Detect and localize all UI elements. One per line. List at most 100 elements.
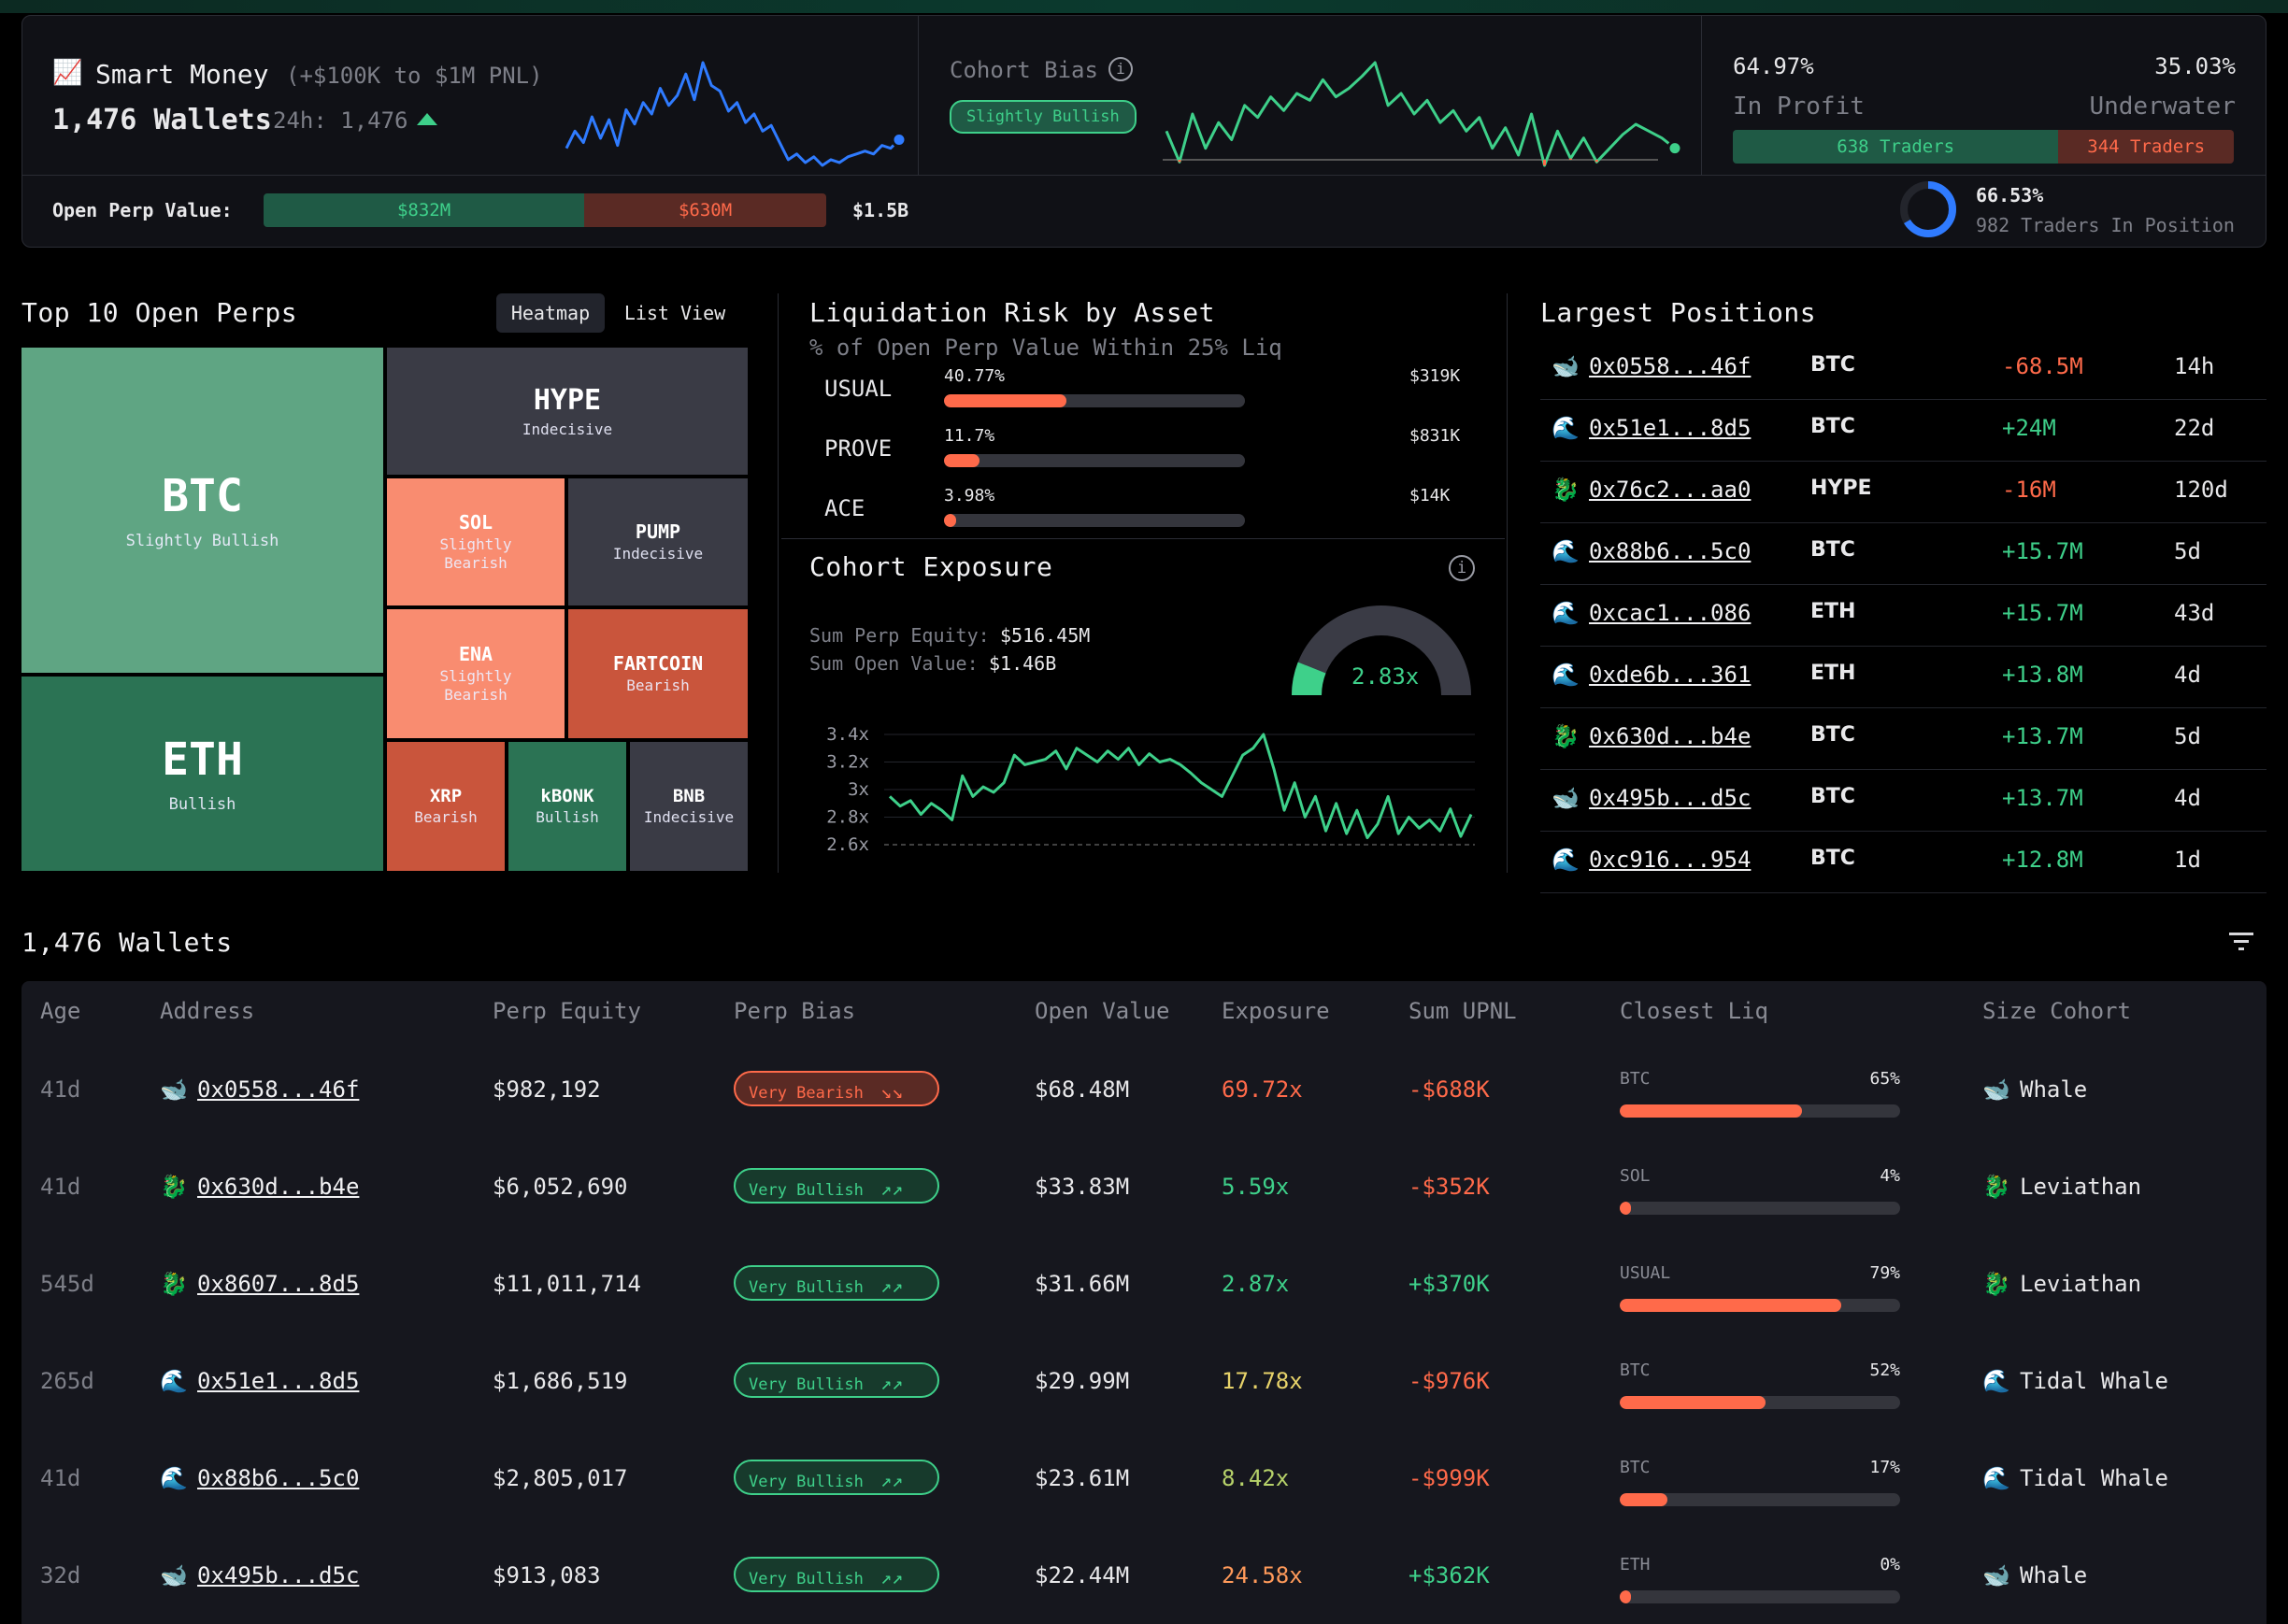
filter-icon[interactable]	[2229, 933, 2253, 951]
cell-address[interactable]: 0x51e1...8d5	[197, 1368, 360, 1394]
position-row[interactable]: 🌊 0xcac1...086 ETH +15.7M 43d	[1540, 585, 2267, 647]
info-icon[interactable]: i	[1449, 555, 1475, 581]
exposure-line	[888, 733, 1473, 840]
position-address[interactable]: 0x630d...b4e	[1589, 723, 1752, 749]
tile-kbonk[interactable]: kBONK Bullish	[508, 742, 626, 871]
tile-xrp[interactable]: XRP Bearish	[387, 742, 505, 871]
column-header[interactable]: Age	[40, 998, 81, 1024]
cell-address[interactable]: 0x8607...8d5	[197, 1271, 360, 1297]
wave-icon: 🌊	[1982, 1465, 2010, 1491]
tile-hype[interactable]: HYPE Indecisive	[387, 348, 748, 475]
column-header[interactable]: Perp Equity	[493, 998, 641, 1024]
in-position-label: 982 Traders In Position	[1976, 214, 2235, 236]
sum-open-value: $1.46B	[989, 652, 1057, 675]
table-row[interactable]: 265d 🌊 0x51e1...8d5 $1,686,519 Very Bull…	[21, 1331, 2267, 1428]
cell-liq-asset: USUAL	[1620, 1263, 1671, 1283]
position-address[interactable]: 0x495b...d5c	[1589, 785, 1752, 811]
cell-equity: $2,805,017	[493, 1465, 628, 1491]
position-pnl: +13.7M	[2002, 785, 2083, 811]
column-header[interactable]: Sum UPNL	[1409, 998, 1517, 1024]
table-row[interactable]: 41d 🐉 0x630d...b4e $6,052,690 Very Bulli…	[21, 1136, 2267, 1233]
column-header[interactable]: Address	[160, 998, 255, 1024]
position-row[interactable]: 🐉 0x630d...b4e BTC +13.7M 5d	[1540, 708, 2267, 770]
cohort-bias-sparkline	[1163, 61, 1683, 167]
position-age: 4d	[2174, 785, 2201, 811]
position-row[interactable]: 🌊 0x88b6...5c0 BTC +15.7M 5d	[1540, 523, 2267, 585]
liq-asset: PROVE	[824, 435, 893, 462]
cell-address[interactable]: 0x88b6...5c0	[197, 1465, 360, 1491]
tile-bnb[interactable]: BNB Indecisive	[630, 742, 748, 871]
position-age: 120d	[2174, 477, 2228, 503]
table-row[interactable]: 41d 🌊 0x88b6...5c0 $2,805,017 Very Bulli…	[21, 1428, 2267, 1525]
liq-asset: ACE	[824, 495, 865, 521]
tile-pump[interactable]: PUMP Indecisive	[568, 478, 748, 605]
cell-address[interactable]: 0x0558...46f	[197, 1076, 360, 1103]
column-header[interactable]: Perp Bias	[734, 998, 856, 1024]
position-row[interactable]: 🌊 0xc916...954 BTC +12.8M 1d	[1540, 832, 2267, 893]
liq-value: $831K	[1409, 426, 1461, 446]
whale-icon: 🐋	[1552, 785, 1580, 811]
position-address[interactable]: 0x76c2...aa0	[1589, 477, 1752, 503]
tile-name: BNB	[672, 786, 706, 806]
cell-bias-badge: Very Bullish ↗↗	[734, 1460, 939, 1495]
column-header[interactable]: Size Cohort	[1982, 998, 2131, 1024]
tab-heatmap[interactable]: Heatmap	[496, 293, 605, 333]
cohort-bias-badge: Slightly Bullish	[950, 100, 1137, 134]
table-row[interactable]: 32d 🐋 0x495b...d5c $913,083 Very Bullish…	[21, 1525, 2267, 1622]
wallets-title: 1,476 Wallets	[21, 927, 233, 958]
position-address[interactable]: 0x88b6...5c0	[1589, 538, 1752, 564]
tile-ena[interactable]: ENA Slightly Bearish	[387, 609, 565, 738]
cohort-exposure-title: Cohort Exposure	[809, 551, 1053, 582]
info-icon[interactable]: i	[1108, 57, 1133, 81]
liq-risk-subtitle: % of Open Perp Value Within 25% Liq	[809, 335, 1282, 361]
position-asset: ETH	[1810, 600, 1856, 623]
position-row[interactable]: 🌊 0xde6b...361 ETH +13.8M 4d	[1540, 647, 2267, 708]
liq-asset: USUAL	[824, 376, 893, 402]
cell-address[interactable]: 0x495b...d5c	[197, 1562, 360, 1588]
cell-address[interactable]: 0x630d...b4e	[197, 1174, 360, 1200]
liq-pct: 3.98%	[944, 486, 995, 506]
gauge-value: 2.83x	[1351, 663, 1420, 690]
tile-fartcoin[interactable]: FARTCOIN Bearish	[568, 609, 748, 738]
position-address[interactable]: 0x51e1...8d5	[1589, 415, 1752, 441]
table-row[interactable]: 545d 🐉 0x8607...8d5 $11,011,714 Very Bul…	[21, 1233, 2267, 1331]
liq-bar	[944, 394, 1245, 407]
position-row[interactable]: 🐉 0x76c2...aa0 HYPE -16M 120d	[1540, 462, 2267, 523]
position-asset: BTC	[1810, 723, 1855, 747]
cell-equity: $913,083	[493, 1562, 601, 1588]
position-address[interactable]: 0xde6b...361	[1589, 662, 1752, 688]
wallets-table: Age Address Perp Equity Perp Bias Open Value…	[21, 981, 2267, 1624]
cell-liq-pct: 52%	[1869, 1360, 1900, 1380]
tile-bias: Slightly Bullish	[125, 532, 279, 550]
profit-split-bar: 638 Traders 344 Traders	[1733, 130, 2234, 164]
position-address[interactable]: 0xcac1...086	[1589, 600, 1752, 626]
open-perp-short: $630M	[584, 193, 826, 227]
position-row[interactable]: 🐋 0x495b...d5c BTC +13.7M 4d	[1540, 770, 2267, 832]
column-header[interactable]: Closest Liq	[1620, 998, 1768, 1024]
cell-bias-badge: Very Bullish ↗↗	[734, 1265, 939, 1301]
cell-exposure: 17.78x	[1222, 1368, 1303, 1394]
cell-equity: $982,192	[493, 1076, 601, 1103]
cell-liq-bar	[1620, 1493, 1900, 1506]
position-address[interactable]: 0xc916...954	[1589, 847, 1752, 873]
cell-liq-bar	[1620, 1590, 1900, 1603]
cell-liq-asset: BTC	[1620, 1069, 1651, 1089]
table-row[interactable]: 41d 🐋 0x0558...46f $982,192 Very Bearish…	[21, 1039, 2267, 1136]
position-asset: BTC	[1810, 353, 1855, 377]
open-perp-bar: $832M $630M	[264, 193, 826, 227]
cell-equity: $11,011,714	[493, 1271, 641, 1297]
column-header[interactable]: Open Value	[1035, 998, 1170, 1024]
column-header[interactable]: Exposure	[1222, 998, 1330, 1024]
position-address[interactable]: 0x0558...46f	[1589, 353, 1752, 379]
tile-btc[interactable]: BTC Slightly Bullish	[21, 348, 383, 673]
position-row[interactable]: 🌊 0x51e1...8d5 BTC +24M 22d	[1540, 400, 2267, 462]
gauge-track	[1292, 605, 1471, 695]
position-row[interactable]: 🐋 0x0558...46f BTC -68.5M 14h	[1540, 338, 2267, 400]
tab-list-view[interactable]: List View	[623, 302, 726, 324]
whale-icon: 🐋	[1982, 1076, 2010, 1103]
tile-sol[interactable]: SOL Slightly Bearish	[387, 478, 565, 605]
smart-money-title: Smart Money	[95, 59, 269, 90]
cell-cohort: Leviathan	[2020, 1271, 2142, 1297]
tile-eth[interactable]: ETH Bullish	[21, 677, 383, 871]
position-pnl: +24M	[2002, 415, 2056, 441]
